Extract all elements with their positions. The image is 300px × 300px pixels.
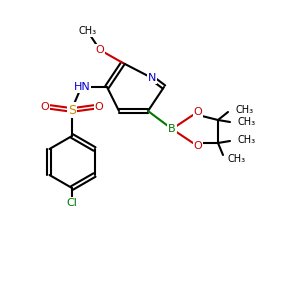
- Text: O: O: [194, 141, 202, 151]
- Text: B: B: [168, 124, 176, 134]
- Text: N: N: [148, 73, 156, 83]
- Text: O: O: [194, 107, 202, 117]
- Text: O: O: [94, 102, 103, 112]
- Text: CH₃: CH₃: [228, 154, 246, 164]
- Text: Cl: Cl: [67, 198, 77, 208]
- Text: CH₃: CH₃: [238, 135, 256, 145]
- Text: HN: HN: [74, 82, 90, 92]
- Text: CH₃: CH₃: [238, 117, 256, 127]
- Text: O: O: [96, 45, 104, 55]
- Text: CH₃: CH₃: [236, 105, 254, 115]
- Text: CH₃: CH₃: [79, 26, 97, 36]
- Text: O: O: [40, 102, 50, 112]
- Text: S: S: [68, 103, 76, 116]
